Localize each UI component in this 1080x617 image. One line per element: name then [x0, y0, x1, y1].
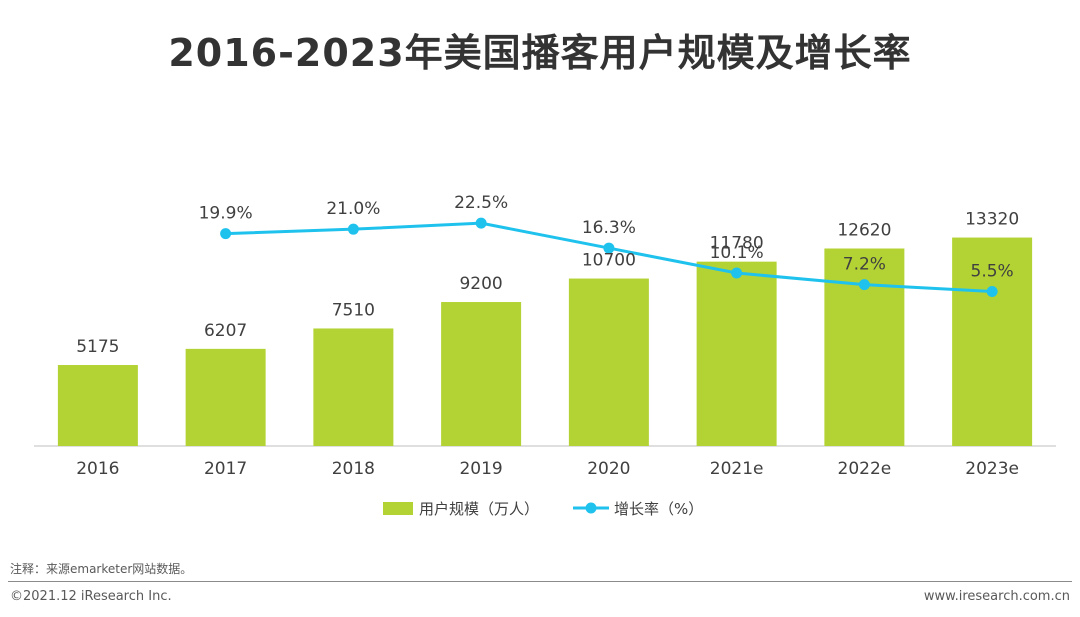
x-tick-label-2020: 2020	[587, 459, 630, 479]
x-tick-label-2021e: 2021e	[710, 459, 764, 479]
rate-label-2023e: 5.5%	[971, 261, 1014, 281]
x-tick-label-2022e: 2022e	[838, 459, 892, 479]
bar-2020	[568, 278, 649, 446]
x-tick-label-2017: 2017	[204, 459, 247, 479]
bar-label-2016: 5175	[76, 337, 119, 357]
rate-label-2022e: 7.2%	[843, 255, 886, 275]
bar-2021e	[696, 261, 777, 446]
bar-2017	[185, 348, 266, 446]
bar-label-2017: 6207	[204, 321, 247, 341]
rate-point-2020	[603, 242, 615, 254]
rate-point-2021e	[731, 267, 743, 279]
bar-2018	[313, 328, 394, 446]
x-tick-label-2023e: 2023e	[965, 459, 1019, 479]
bar-2022e	[824, 248, 905, 446]
bar-2016	[57, 365, 138, 446]
rate-label-2019: 22.5%	[454, 193, 508, 213]
legend-line-label: 增长率（%）	[614, 500, 703, 518]
legend-bar-label: 用户规模（万人）	[419, 500, 539, 518]
rate-point-2022e	[858, 279, 870, 291]
copyright-text: ©2021.12 iResearch Inc.	[10, 589, 172, 604]
rate-point-2017	[220, 228, 232, 240]
rate-point-2023e	[986, 285, 998, 297]
rate-label-2021e: 10.1%	[710, 243, 764, 263]
rate-label-2017: 19.9%	[199, 204, 253, 224]
chart-title: 2016-2023年美国播客用户规模及增长率	[168, 31, 912, 75]
x-tick-label-2018: 2018	[332, 459, 375, 479]
legend-bar-swatch	[383, 502, 413, 515]
bar-label-2022e: 12620	[837, 220, 891, 240]
site-url: www.iresearch.com.cn	[923, 589, 1070, 604]
rate-label-2018: 21.0%	[326, 199, 380, 219]
source-note: 注释：来源emarketer网站数据。	[10, 562, 193, 576]
bar-label-2019: 9200	[459, 274, 502, 294]
bar-2023e	[952, 237, 1033, 446]
rate-point-2019	[475, 217, 487, 229]
x-tick-label-2016: 2016	[76, 459, 119, 479]
bar-label-2021e: 11780	[710, 234, 764, 254]
legend-line-marker	[585, 502, 597, 514]
rate-point-2018	[347, 223, 359, 235]
bar-label-2018: 7510	[332, 300, 375, 320]
rate-label-2020: 16.3%	[582, 218, 636, 238]
footer-divider	[8, 581, 1072, 582]
x-tick-label-2019: 2019	[459, 459, 502, 479]
bar-label-2020: 10700	[582, 251, 636, 271]
bar-label-2023e: 13320	[965, 210, 1019, 230]
bar-2019	[441, 302, 522, 446]
